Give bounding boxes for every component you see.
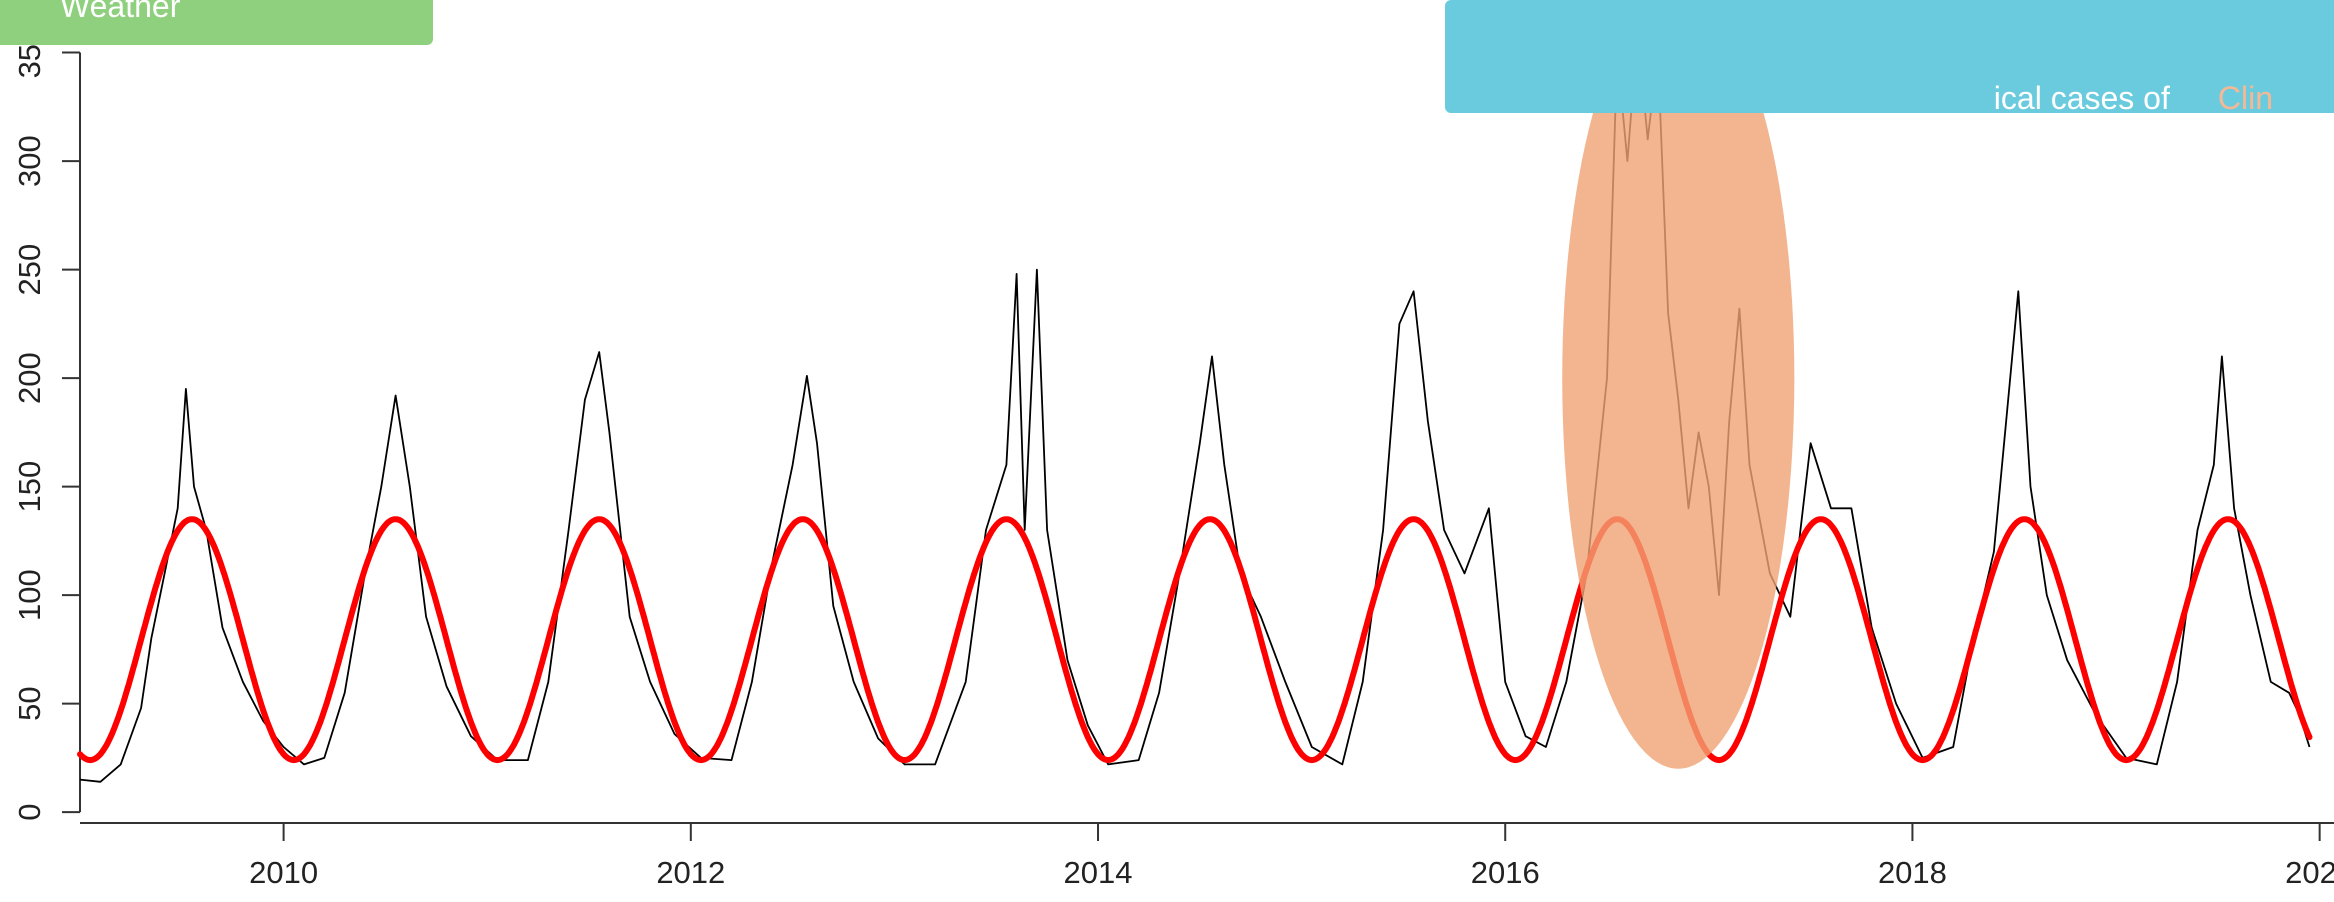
weather-label: Weather: [0, 0, 433, 45]
x-tick-label: 2016: [1471, 855, 1540, 890]
x-tick-label: 2020: [2285, 855, 2334, 890]
x-axis: 2010 2012 2014 2016 2018 2020: [80, 822, 2334, 890]
clinical-cases-label-highlight: Clin: [2217, 80, 2273, 116]
clinical-cases-label-rest: ical cases of Campylobacteriosis: [1993, 80, 2273, 153]
seasonal-fit-series: [77, 516, 2313, 764]
observed-line: [79, 29, 2311, 783]
seasonal-fit-line: [77, 516, 2313, 764]
highlight-annotation: [1562, 0, 1795, 769]
y-tick-label: 200: [12, 352, 47, 404]
y-tick-label: 100: [12, 569, 47, 621]
x-tick-label: 2018: [1878, 855, 1947, 890]
x-tick-label: 2014: [1064, 855, 1133, 890]
y-tick-label: 300: [12, 135, 47, 187]
y-tick-label: 50: [12, 686, 47, 720]
weather-label-text: Weather: [60, 0, 181, 24]
y-tick-label: 0: [12, 804, 47, 821]
y-tick-label: 250: [12, 244, 47, 296]
x-tick-label: 2010: [249, 855, 318, 890]
clinical-cases-label: Clin ical cases of Campylobacteriosis: [1445, 0, 2334, 153]
y-tick-label: 150: [12, 461, 47, 513]
observed-series: [79, 29, 2311, 783]
x-tick-label: 2012: [656, 855, 725, 890]
highlight-ellipse: [1562, 0, 1795, 769]
